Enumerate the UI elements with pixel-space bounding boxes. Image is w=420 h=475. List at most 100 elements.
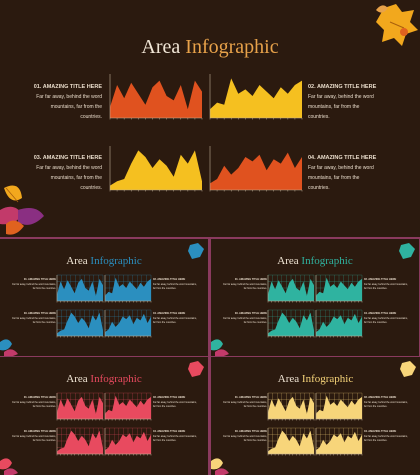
thumbnail-teal-leaf-top-icon <box>399 243 415 259</box>
thumbnail-blue-section-3-heading: 03. AMAZING TITLE HERE <box>23 312 56 315</box>
thumbnail-yellow-title-accent: Infographic <box>301 373 354 385</box>
title-main: Area <box>141 36 181 58</box>
section-1-body: Far far away, behind the word mountains,… <box>36 94 102 120</box>
thumbnail-red-area-chart-1 <box>56 392 104 421</box>
thumbnail-yellow[interactable]: Area Infographic 01. AMAZING TITLE HERE Fa… <box>211 357 420 475</box>
thumbnail-red-leaf-bottom-icon <box>0 458 18 475</box>
thumbnail-teal-area-chart-2 <box>315 274 363 303</box>
thumbnail-blue-title-accent: Infographic <box>90 255 142 267</box>
area-series <box>57 312 103 336</box>
area-series <box>316 313 362 336</box>
thumbnail-teal-title-accent: Infographic <box>301 255 353 267</box>
thumbnail-blue-section-2-body: Far far away, behind the word mountains,… <box>153 282 197 291</box>
thumbnail-blue-section-3-text: 03. AMAZING TITLE HERE Far far away, behi… <box>10 312 56 326</box>
thumbnail-red-section-4-heading: 04. AMAZING TITLE HERE <box>153 430 186 433</box>
thumbnail-red-section-1-body: Far far away, behind the word mountains,… <box>12 400 56 409</box>
area-series <box>268 430 314 454</box>
thumbnail-yellow-section-4-text: 04. AMAZING TITLE HERE Far far away, behi… <box>364 430 410 444</box>
thumbnail-red-title-accent: Infographic <box>90 373 142 385</box>
thumbnail-red-area-chart-2 <box>104 392 152 421</box>
thumbnail-yellow-section-4-body: Far far away, behind the word mountains,… <box>364 434 408 443</box>
thumbnail-red-area-chart-4 <box>104 427 152 456</box>
area-series <box>268 312 314 336</box>
thumbnail-yellow-section-2-text: 02. AMAZING TITLE HERE Far far away, behi… <box>364 396 410 410</box>
thumbnail-blue-area-chart-4 <box>104 309 152 338</box>
area-series <box>316 395 362 419</box>
area-chart-1 <box>109 74 203 120</box>
thumbnail-blue-section-1-body: Far far away, behind the word mountains,… <box>12 282 56 291</box>
thumbnail-red-section-1-text: 01. AMAZING TITLE HERE Far far away, behi… <box>10 396 56 410</box>
thumbnail-yellow-section-3-text: 03. AMAZING TITLE HERE Far far away, behi… <box>221 430 267 444</box>
thumbnail-blue-leaf-bottom-icon <box>0 339 18 356</box>
area-chart-4 <box>209 146 303 192</box>
thumbnail-yellow-section-2-body: Far far away, behind the word mountains,… <box>364 400 408 409</box>
thumbnail-teal-title-main: Area <box>277 255 299 267</box>
thumbnail-blue-section-4-text: 04. AMAZING TITLE HERE Far far away, behi… <box>153 312 199 326</box>
thumbnail-red-title-main: Area <box>66 373 88 385</box>
thumbnail-teal-section-2-text: 02. AMAZING TITLE HERE Far far away, behi… <box>364 278 410 292</box>
thumbnail-teal-section-4-heading: 04. AMAZING TITLE HERE <box>364 312 397 315</box>
section-2-heading: 02. AMAZING TITLE HERE <box>308 84 377 90</box>
thumbnail-blue-area-chart-2 <box>104 274 152 303</box>
slide-title: Area Infographic <box>0 36 420 59</box>
area-series <box>110 80 202 118</box>
area-series <box>210 152 302 190</box>
section-3-heading: 03. AMAZING TITLE HERE <box>33 155 102 161</box>
thumbnail-yellow-title: Area Infographic <box>211 373 420 385</box>
section-4-body: Far far away, behind the word mountains,… <box>308 165 374 191</box>
thumbnail-teal-section-3-text: 03. AMAZING TITLE HERE Far far away, behi… <box>221 312 267 326</box>
section-1-text: 01. AMAZING TITLE HERE Far far away, beh… <box>30 82 102 122</box>
section-3-text: 03. AMAZING TITLE HERE Far far away, beh… <box>30 153 102 193</box>
thumbnail-blue-leaf-top-icon <box>188 243 204 259</box>
thumbnail-yellow-section-4-heading: 04. AMAZING TITLE HERE <box>364 430 397 433</box>
thumbnail-blue[interactable]: Area Infographic 01. AMAZING TITLE HERE Fa… <box>0 239 208 356</box>
thumbnail-teal-area-chart-4 <box>315 309 363 338</box>
thumbnail-teal-area-chart-3 <box>267 309 315 338</box>
thumbnail-yellow-leaf-bottom-icon <box>211 458 229 475</box>
thumbnail-blue-section-1-text: 01. AMAZING TITLE HERE Far far away, behi… <box>10 278 56 292</box>
area-series <box>105 277 151 301</box>
thumbnail-yellow-title-main: Area <box>277 373 300 385</box>
thumbnail-red-area-chart-3 <box>56 427 104 456</box>
area-series <box>210 78 302 118</box>
thumbnail-yellow-section-1-text: 01. AMAZING TITLE HERE Far far away, behi… <box>221 396 267 410</box>
area-series <box>57 278 103 301</box>
thumbnail-teal-section-1-body: Far far away, behind the word mountains,… <box>223 282 267 291</box>
area-series <box>268 396 314 419</box>
thumbnail-blue-section-3-body: Far far away, behind the word mountains,… <box>12 316 56 325</box>
thumbnail-teal-section-1-heading: 01. AMAZING TITLE HERE <box>234 278 267 281</box>
thumbnail-blue-section-1-heading: 01. AMAZING TITLE HERE <box>23 278 56 281</box>
thumbnail-red-title: Area Infographic <box>0 373 208 385</box>
area-series <box>105 431 151 454</box>
thumbnail-yellow-area-chart-2 <box>315 392 363 421</box>
thumbnail-yellow-section-3-body: Far far away, behind the word mountains,… <box>223 434 267 443</box>
thumbnail-yellow-section-2-heading: 02. AMAZING TITLE HERE <box>364 396 397 399</box>
thumbnail-teal-section-3-heading: 03. AMAZING TITLE HERE <box>234 312 267 315</box>
thumbnail-teal-section-3-body: Far far away, behind the word mountains,… <box>223 316 267 325</box>
title-accent: Infographic <box>185 36 279 58</box>
thumbnail-teal-title: Area Infographic <box>211 255 419 267</box>
thumbnail-red-section-3-text: 03. AMAZING TITLE HERE Far far away, behi… <box>10 430 56 444</box>
thumbnail-blue-section-4-heading: 04. AMAZING TITLE HERE <box>153 312 186 315</box>
thumbnail-yellow-section-1-heading: 01. AMAZING TITLE HERE <box>234 396 267 399</box>
thumbnail-teal-section-2-body: Far far away, behind the word mountains,… <box>364 282 408 291</box>
area-chart-3 <box>109 146 203 192</box>
area-series <box>268 278 314 301</box>
thumbnail-red-section-4-body: Far far away, behind the word mountains,… <box>153 434 197 443</box>
thumbnail-red-section-2-heading: 02. AMAZING TITLE HERE <box>153 396 186 399</box>
area-chart-2 <box>209 74 303 120</box>
thumbnail-red-section-1-heading: 01. AMAZING TITLE HERE <box>23 396 56 399</box>
thumbnail-red[interactable]: Area Infographic 01. AMAZING TITLE HERE Fa… <box>0 357 208 475</box>
thumbnail-teal[interactable]: Area Infographic 01. AMAZING TITLE HERE Fa… <box>211 239 419 356</box>
area-series <box>105 395 151 419</box>
thumbnail-red-leaf-top-icon <box>188 361 204 377</box>
autumn-leaves-top-right-icon <box>376 4 418 46</box>
thumbnail-teal-leaf-bottom-icon <box>211 339 229 356</box>
area-series <box>316 431 362 454</box>
thumbnail-blue-section-4-body: Far far away, behind the word mountains,… <box>153 316 197 325</box>
thumbnail-red-section-4-text: 04. AMAZING TITLE HERE Far far away, behi… <box>153 430 199 444</box>
area-series <box>316 277 362 301</box>
thumbnail-teal-section-4-text: 04. AMAZING TITLE HERE Far far away, behi… <box>364 312 410 326</box>
section-1-heading: 01. AMAZING TITLE HERE <box>33 84 102 90</box>
thumbnail-yellow-area-chart-3 <box>267 427 315 456</box>
